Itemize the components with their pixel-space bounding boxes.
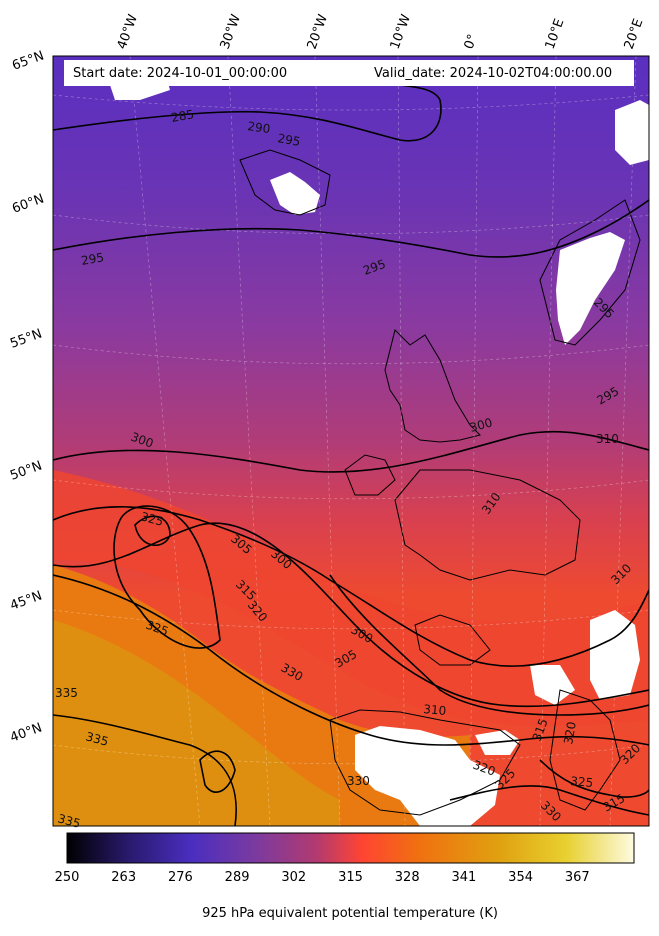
contour-label: 320 — [561, 721, 579, 746]
warm-core — [53, 620, 340, 826]
contour-label: 300 — [468, 415, 494, 434]
masked-apennines — [530, 665, 575, 705]
graticule — [53, 56, 649, 826]
colorbar-tick: 250 — [54, 870, 80, 885]
contour-label: 325 — [570, 774, 594, 790]
masked-alps — [590, 610, 640, 700]
colorbar-tick: 276 — [167, 870, 193, 885]
latitude-label: 55°N — [8, 326, 44, 351]
theta-e-contours — [53, 74, 649, 826]
colorbar-tick: 302 — [281, 870, 307, 885]
colorbar-tick: 367 — [564, 870, 590, 885]
colorbar-tick: 263 — [111, 870, 137, 885]
colorbar-tick: 328 — [394, 870, 420, 885]
latitude-label: 65°N — [10, 48, 46, 73]
frontal-band — [53, 470, 649, 726]
latitude-label: 60°N — [10, 191, 46, 216]
masked-scandinavia — [556, 232, 625, 345]
colorbar-tick: 315 — [338, 870, 363, 885]
contour-label: 310 — [596, 432, 619, 446]
contour-label: 285 — [170, 107, 195, 125]
longitude-label: 20°E — [622, 17, 647, 52]
latitude-labels: 65°N 60°N 55°N 50°N 45°N 40°N — [8, 48, 46, 745]
longitude-label: 40°W — [115, 12, 141, 51]
longitude-label: 10°W — [388, 12, 414, 51]
contour-label: 295 — [276, 131, 301, 149]
longitude-label: 20°W — [305, 12, 331, 51]
map-panel — [53, 56, 649, 826]
colorbar-tick: 354 — [508, 870, 534, 885]
contour-label: 295 — [80, 250, 105, 268]
latitude-label: 50°N — [8, 458, 44, 483]
contour-label: 335 — [55, 686, 78, 700]
colorbar — [66, 832, 635, 864]
contour-label: 325 — [139, 509, 165, 528]
contour-label: 330 — [347, 774, 370, 788]
longitude-label: 10°E — [543, 17, 568, 52]
latitude-label: 45°N — [8, 588, 44, 613]
longitude-labels: 40°W 30°W 20°W 10°W 0° 10°E 20°E — [115, 12, 647, 51]
masked-iceland — [270, 172, 320, 215]
colorbar-title: 925 hPa equivalent potential temperature… — [202, 906, 498, 921]
contour-label: 290 — [247, 119, 272, 136]
contour-label: 310 — [423, 702, 447, 718]
masked-norway-north — [615, 100, 649, 165]
map-frame — [52, 55, 650, 827]
latitude-label: 40°N — [8, 720, 44, 745]
longitude-label: 30°W — [218, 12, 244, 51]
contour-label: 335 — [56, 811, 82, 830]
contour-label: 335 — [84, 729, 110, 748]
coastlines — [239, 149, 641, 816]
masked-iberia — [355, 726, 500, 826]
longitude-label: 0° — [462, 32, 481, 51]
start-date-label: Start date: 2024-10-01_00:00:00 — [73, 66, 288, 81]
colorbar-tick: 289 — [224, 870, 250, 885]
colorbar-tick: 341 — [451, 870, 477, 885]
valid-date-label: Valid_date: 2024-10-02T04:00:00.00 — [374, 66, 613, 81]
date-header-box — [64, 60, 634, 86]
